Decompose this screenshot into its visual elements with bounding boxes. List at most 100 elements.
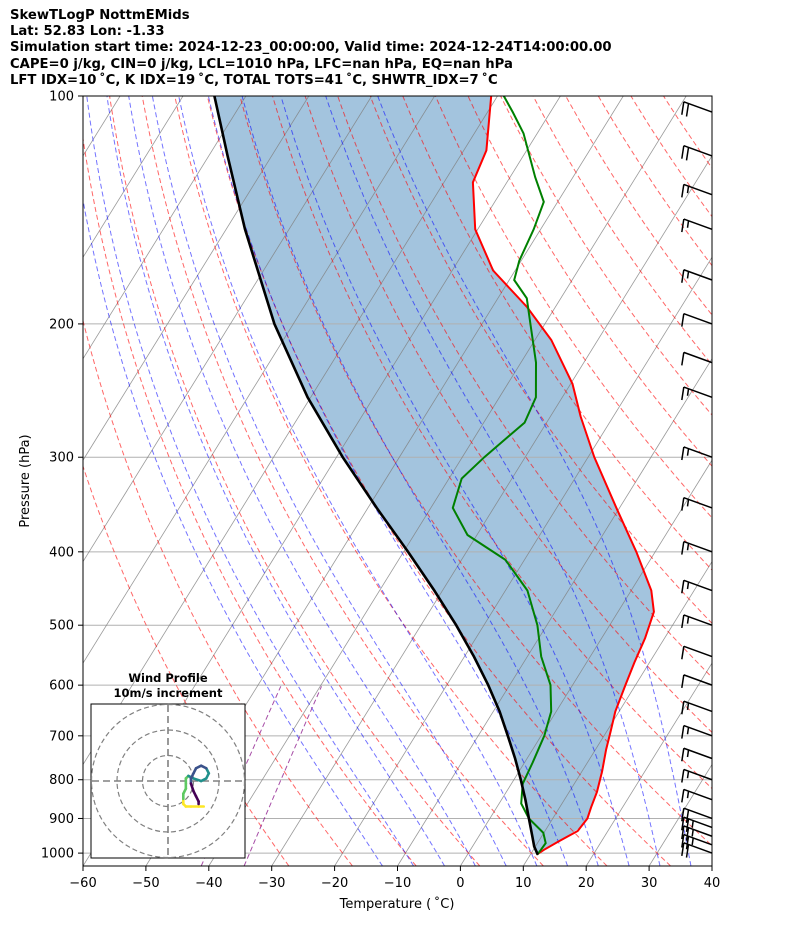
- wind-barb-flag: [681, 646, 685, 660]
- x-tick-label: −50: [132, 876, 159, 891]
- wind-barb-flag: [681, 580, 685, 594]
- wind-barb-half-flag: [691, 837, 694, 846]
- dry-adiabat: [402, 96, 712, 571]
- wind-barb-flag: [681, 789, 685, 803]
- wind-barb: [681, 645, 713, 660]
- wind-barb: [681, 579, 713, 594]
- temperature-profile-line: [471, 96, 655, 856]
- wind-barb-half-flag: [686, 220, 690, 228]
- wind-barb-half-flag: [686, 702, 690, 711]
- wind-barb-flag: [681, 825, 685, 840]
- x-tick-label: 20: [578, 876, 595, 891]
- wind-barb: [681, 144, 713, 161]
- y-tick-label: 100: [49, 90, 74, 105]
- y-tick-label: 500: [49, 619, 74, 634]
- y-tick-label: 900: [49, 812, 74, 827]
- wind-barb-flag: [681, 386, 685, 401]
- hodograph-title: Wind Profile: [128, 671, 208, 685]
- wind-barb-flag: [681, 614, 685, 629]
- moist-adiabat: [86, 96, 415, 866]
- x-tick-label: 0: [456, 876, 464, 891]
- mixing-ratio-line: [243, 686, 322, 866]
- wind-barb-half-flag: [686, 749, 690, 758]
- wind-barb-half-flag: [686, 388, 690, 396]
- wind-barb-flag: [681, 701, 685, 715]
- wind-barb: [681, 351, 713, 366]
- isotherm-line: [83, 96, 247, 360]
- wind-barb-half-flag: [691, 829, 694, 837]
- dry-adiabat: [141, 96, 544, 866]
- x-tick-label: −40: [195, 876, 222, 891]
- wind-barb-staff: [683, 724, 713, 737]
- wind-barb-half-flag: [686, 791, 690, 799]
- wind-barb: [681, 833, 713, 850]
- stability-indices-lifted: LFT IDX=10 ˚C, K IDX=19 ˚C, TOTAL TOTS=4…: [10, 72, 498, 88]
- wind-barb-flag: [685, 844, 690, 858]
- x-tick-label: −10: [384, 876, 411, 891]
- wind-barb: [681, 724, 713, 739]
- wind-barb-flag: [681, 834, 685, 848]
- simulation-times: Simulation start time: 2024-12-23_00:00:…: [10, 40, 612, 56]
- wind-barb: [681, 312, 713, 327]
- wind-barb-flag: [681, 674, 685, 688]
- hodograph-trace-segment: [189, 782, 195, 793]
- wind-barb-flag: [685, 103, 690, 117]
- moist-adiabat: [106, 96, 446, 866]
- wind-barb-flag: [681, 145, 685, 159]
- wind-barb-staff: [683, 351, 713, 364]
- moist-adiabat: [377, 96, 692, 866]
- wind-barb-half-flag: [686, 448, 690, 456]
- wind-barb-flag: [681, 184, 685, 198]
- wind-barb-half-flag: [686, 616, 690, 624]
- isotherm-line: [397, 357, 712, 866]
- isotherm-line: [522, 560, 712, 866]
- x-axis-label: Temperature ( ˚C): [339, 896, 455, 912]
- wind-barb-flag: [685, 827, 690, 841]
- wind-barb-half-flag: [686, 543, 690, 551]
- hodograph-subtitle: 10m/s increment: [114, 686, 223, 700]
- wind-barb-flag: [681, 817, 685, 831]
- moist-adiabat: [241, 96, 599, 866]
- wind-barb-half-flag: [686, 186, 690, 194]
- dry-adiabat: [174, 96, 608, 866]
- dry-adiabat: [83, 318, 353, 866]
- moist-adiabat: [280, 96, 630, 866]
- wind-barb-flag: [685, 836, 690, 850]
- wind-barb-staff: [683, 674, 713, 686]
- y-tick-label: 600: [49, 679, 74, 694]
- moist-adiabat: [128, 96, 476, 866]
- wind-barb: [681, 807, 713, 824]
- dry-adiabat: [369, 96, 712, 625]
- moist-adiabat: [178, 96, 538, 866]
- wind-barb-flag: [681, 541, 685, 555]
- y-tick-label: 800: [49, 773, 74, 788]
- y-tick-label: 400: [49, 545, 74, 560]
- wind-barb-staff: [683, 540, 713, 553]
- wind-barb-half-flag: [686, 727, 690, 735]
- y-axis-label: Pressure (hPa): [18, 434, 33, 527]
- dry-adiabat: [239, 96, 712, 847]
- parcel-profile-line: [213, 96, 539, 856]
- wind-barb-flag: [681, 313, 685, 327]
- x-tick-label: −30: [258, 876, 285, 891]
- station-title: SkewTLogP NottmEMids: [10, 8, 190, 23]
- chart-header: SkewTLogP NottmEMids Lat: 52.83 Lon: -1.…: [10, 8, 780, 89]
- dry-adiabat: [83, 135, 417, 866]
- wind-barb: [681, 747, 713, 762]
- dry-adiabat: [597, 96, 712, 267]
- wind-barb-staff: [683, 645, 713, 658]
- x-tick-label: 10: [515, 876, 532, 891]
- wind-barb: [681, 446, 713, 461]
- wind-barb: [681, 496, 713, 511]
- wind-barb-flag: [681, 497, 685, 511]
- y-tick-label: 300: [49, 451, 74, 466]
- dry-adiabat: [532, 96, 712, 366]
- x-tick-label: −20: [321, 876, 348, 891]
- y-tick-label: 1000: [41, 847, 74, 862]
- wind-barb: [681, 788, 713, 803]
- wind-barb: [681, 816, 713, 833]
- stability-indices-cape: CAPE=0 j/kg, CIN=0 j/kg, LCL=1010 hPa, L…: [10, 56, 513, 72]
- wind-barb-half-flag: [686, 499, 690, 507]
- wind-barb-flag: [681, 725, 685, 739]
- wind-barb: [681, 768, 713, 783]
